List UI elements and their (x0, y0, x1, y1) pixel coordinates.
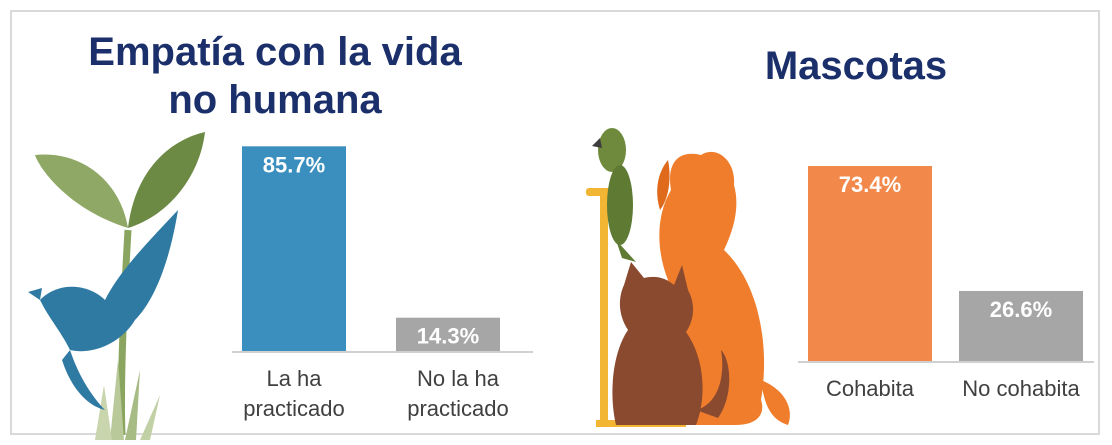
title-line: Empatía con la vida (88, 30, 462, 74)
data-label: 14.3% (417, 324, 479, 349)
category-label: Cohabita (826, 376, 915, 401)
category-label: La ha (266, 366, 322, 391)
bar (396, 317, 500, 352)
category-label: practicado (243, 396, 345, 421)
pets-panel: Mascotas 73.4% Cohabita 26.6% No cohabita (556, 0, 1112, 445)
data-label: 85.7% (263, 152, 325, 177)
bar-chart-empathy: 85.7% La ha practicado 14.3% No la ha practic… (232, 146, 533, 421)
chart-title-empathy: Empatía con la vida no humana (60, 28, 490, 124)
category-label: No la ha (417, 366, 500, 391)
category-label: practicado (407, 396, 509, 421)
empathy-panel: Empatía con la vida no humana 85.7% La ha… (28, 28, 533, 440)
title-line: no humana (168, 78, 382, 122)
bar (959, 290, 1083, 362)
bar (808, 166, 932, 362)
chart-title-pets: Mascotas (716, 42, 996, 90)
category-label: No cohabita (962, 376, 1080, 401)
bar (242, 146, 346, 352)
data-label: 73.4% (839, 172, 901, 197)
bird-and-plant-icon (28, 132, 205, 440)
title-line: Mascotas (764, 44, 948, 88)
pets-icon (586, 128, 790, 427)
data-label: 26.6% (990, 297, 1052, 322)
bar-chart-pets: 73.4% Cohabita 26.6% No cohabita (798, 166, 1094, 401)
